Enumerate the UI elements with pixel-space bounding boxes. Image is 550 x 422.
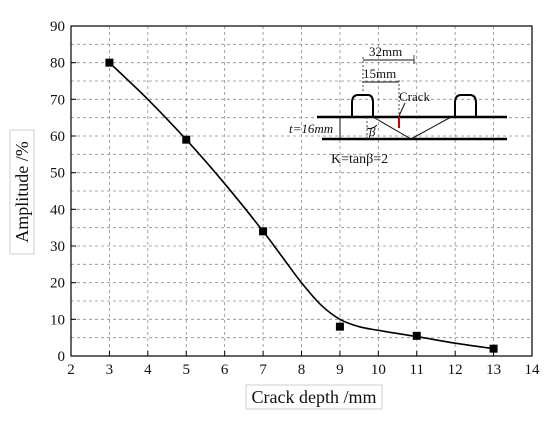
y-axis-label-group: Amplitude /% (9, 129, 35, 255)
y-tick-label: 0 (58, 349, 66, 365)
data-point (412, 331, 421, 340)
y-tick-label: 70 (50, 92, 65, 108)
probe-left-icon (351, 94, 374, 117)
x-tick-label: 14 (525, 362, 541, 378)
data-point (182, 135, 191, 144)
grid (71, 26, 532, 356)
x-tick-label: 3 (106, 362, 114, 378)
beta-label: β (368, 124, 376, 139)
x-tick-label: 7 (259, 362, 267, 378)
crack-leader (398, 102, 406, 117)
x-axis-label-box (245, 384, 383, 410)
x-tick-label: 4 (144, 362, 152, 378)
x-tick-label: 9 (336, 362, 344, 378)
x-tick-label: 12 (448, 362, 463, 378)
y-tick-label: 10 (50, 312, 65, 328)
x-axis-label: Crack depth /mm (252, 387, 377, 407)
data-point (335, 322, 344, 331)
y-tick-label: 30 (50, 239, 65, 255)
probe-schematic-inset: 32mm 15mm Crack t=16mm β K=tanβ=2 (289, 44, 507, 167)
x-tick-label: 8 (298, 362, 306, 378)
x-tick-label: 13 (486, 362, 501, 378)
dim-label-32mm: 32mm (369, 44, 402, 59)
k-formula-label: K=tanβ=2 (331, 152, 388, 167)
y-tick-label: 20 (50, 276, 65, 292)
y-tick-label: 80 (50, 56, 65, 72)
dim-label-15mm: 15mm (363, 66, 396, 81)
x-tick-label: 6 (221, 362, 229, 378)
x-tick-label: 2 (67, 362, 75, 378)
y-axis-label: Amplitude /% (12, 141, 32, 243)
x-axis-ticks: 2 3 4 5 6 7 8 9 10 11 12 13 14 (67, 351, 540, 378)
probe-right-icon (454, 94, 477, 117)
crack-label: Crack (399, 89, 431, 104)
x-tick-label: 10 (371, 362, 386, 378)
data-point (489, 344, 498, 353)
x-tick-label: 11 (410, 362, 424, 378)
data-point (259, 227, 268, 236)
y-tick-label: 40 (50, 202, 65, 218)
x-tick-label: 5 (183, 362, 191, 378)
data-point (105, 58, 114, 67)
y-tick-label: 90 (50, 19, 65, 35)
y-tick-label: 60 (50, 129, 65, 145)
beta-arc (366, 124, 378, 130)
y-axis-ticks: 0 10 20 30 40 50 60 70 80 90 (50, 19, 76, 365)
beam-path-up (410, 116, 452, 140)
y-axis-label-box (9, 129, 35, 255)
thickness-label: t=16mm (289, 121, 333, 136)
y-tick-label: 50 (50, 166, 65, 182)
series-markers (105, 58, 498, 353)
beam-path-down (372, 116, 412, 140)
